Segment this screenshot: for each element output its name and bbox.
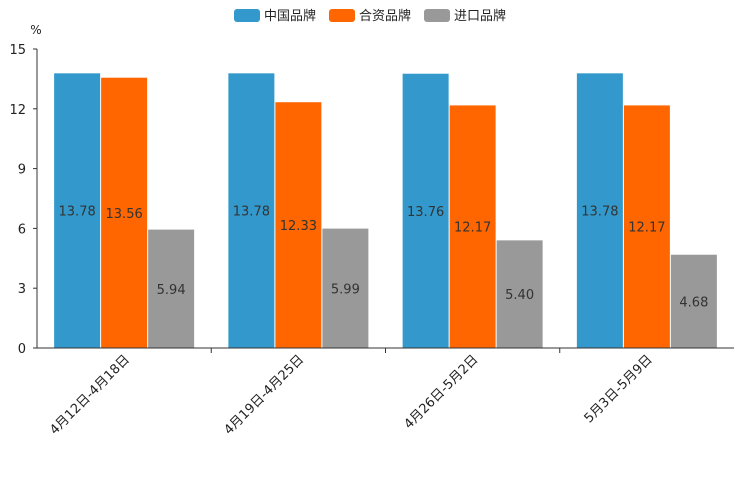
data-label-2-1: 13.56 xyxy=(106,207,143,222)
x-tick-label: 4月19日-4月25日 xyxy=(221,352,307,438)
data-label-3-3: 5.40 xyxy=(505,288,534,303)
x-axis: 4月12日-4月18日 4月19日-4月25日 4月26日-5月2日 5月3日-5月9… xyxy=(37,347,734,438)
data-label-1-2: 13.78 xyxy=(233,205,270,220)
y-tick-label: 12 xyxy=(9,103,26,118)
data-label-2-4: 12.17 xyxy=(628,221,665,236)
data-label-1-1: 13.78 xyxy=(59,205,96,220)
bars: 13.78 13.56 5.94 13.78 12.33 5.99 13.76 12.17 5.… xyxy=(54,73,717,348)
y-tick-label: 0 xyxy=(18,342,26,357)
legend-label-3: 进口品牌 xyxy=(454,8,506,24)
y-tick-label: 6 xyxy=(18,222,26,237)
data-label-2-2: 12.33 xyxy=(280,219,317,234)
bar-2-2 xyxy=(275,102,322,348)
y-tick-label: 9 xyxy=(18,163,26,178)
bar-3-2 xyxy=(322,228,369,348)
bar-1-4 xyxy=(576,73,623,348)
bar-1-2 xyxy=(228,73,275,348)
y-axis: 0 3 6 9 12 15 xyxy=(9,43,38,357)
data-label-1-4: 13.78 xyxy=(581,205,618,220)
bar-1-1 xyxy=(54,73,101,348)
legend-swatch-3 xyxy=(424,9,450,22)
data-label-3-4: 4.68 xyxy=(679,295,708,310)
data-label-2-3: 12.17 xyxy=(454,221,491,236)
legend-label-1: 中国品牌 xyxy=(264,8,316,24)
data-label-3-1: 5.94 xyxy=(157,283,186,298)
x-tick-label: 5月3日-5月9日 xyxy=(582,352,656,426)
x-tick-label: 4月12日-4月18日 xyxy=(47,352,133,438)
data-label-1-3: 13.76 xyxy=(407,205,444,220)
bar-2-1 xyxy=(101,77,148,348)
data-label-3-2: 5.99 xyxy=(331,282,360,297)
y-axis-unit: % xyxy=(30,23,41,37)
x-tick-label: 4月26日-5月2日 xyxy=(402,352,482,432)
y-tick-label: 3 xyxy=(18,282,26,297)
bar-3-3 xyxy=(496,240,543,348)
legend-swatch-2 xyxy=(329,9,355,22)
bar-3-4 xyxy=(670,254,717,348)
bar-1-3 xyxy=(402,73,449,348)
legend-label-2: 合资品牌 xyxy=(359,8,411,24)
bar-2-3 xyxy=(449,105,496,348)
legend-swatch-1 xyxy=(234,9,260,22)
bar-3-1 xyxy=(148,229,195,348)
legend: 中国品牌 合资品牌 进口品牌 xyxy=(234,8,506,24)
bar-2-4 xyxy=(623,105,670,348)
y-tick-label: 15 xyxy=(9,43,26,58)
